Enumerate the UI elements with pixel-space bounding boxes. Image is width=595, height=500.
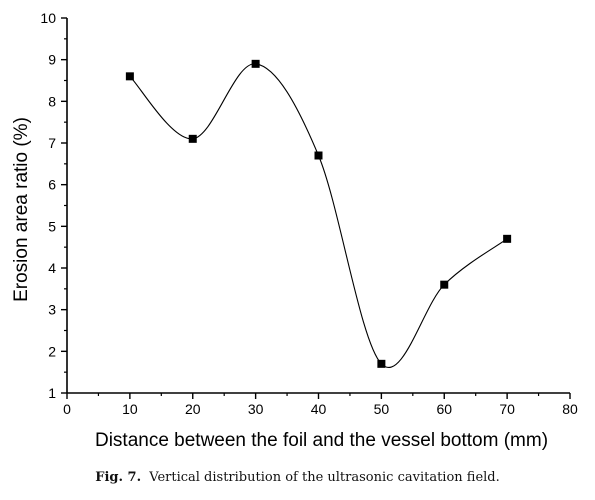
axes: 0 10 20 30 40 50 60 70 80 1 2 3 4 5 6 7 8 9 10 xyxy=(40,10,578,417)
y-tick-label: 10 xyxy=(40,10,56,26)
data-point xyxy=(377,359,386,368)
x-tick-label: 60 xyxy=(436,401,452,417)
x-tick-label: 30 xyxy=(248,401,264,417)
chart: 0 10 20 30 40 50 60 70 80 1 2 3 4 5 6 7 8 9 10 Distance be… xyxy=(11,10,578,451)
x-tick-label: 40 xyxy=(311,401,327,417)
data-point xyxy=(440,280,449,289)
y-axis-title: Erosion area ratio (%) xyxy=(11,117,32,302)
y-tick-label: 8 xyxy=(48,93,56,109)
fit-curve xyxy=(129,63,508,368)
x-tick-label: 70 xyxy=(499,401,515,417)
x-axis-title: Distance between the foil and the vessel… xyxy=(95,430,548,451)
points-layer xyxy=(125,59,512,368)
x-tick-label: 80 xyxy=(562,401,578,417)
y-tick-label: 2 xyxy=(48,343,56,359)
x-tick-label: 10 xyxy=(122,401,138,417)
x-tick-label: 0 xyxy=(63,401,71,417)
curve-layer xyxy=(129,63,508,368)
y-tick-label: 5 xyxy=(48,218,56,234)
figure-caption: Fig. 7. Vertical distribution of the ult… xyxy=(0,470,595,485)
y-tick-label: 1 xyxy=(48,385,56,401)
data-point xyxy=(125,72,134,81)
data-point xyxy=(188,134,197,143)
y-tick-label: 6 xyxy=(48,177,56,193)
y-tick-label: 4 xyxy=(48,260,56,276)
x-tick-label: 50 xyxy=(374,401,390,417)
data-point xyxy=(314,151,323,160)
y-tick-label: 9 xyxy=(48,52,56,68)
y-tick-label: 3 xyxy=(48,302,56,318)
caption-label: Fig. 7. xyxy=(95,470,142,485)
data-point xyxy=(503,234,512,243)
caption-text: Vertical distribution of the ultrasonic … xyxy=(149,470,500,485)
x-tick-label: 20 xyxy=(185,401,201,417)
y-tick-label: 7 xyxy=(48,135,56,151)
data-point xyxy=(251,59,260,68)
